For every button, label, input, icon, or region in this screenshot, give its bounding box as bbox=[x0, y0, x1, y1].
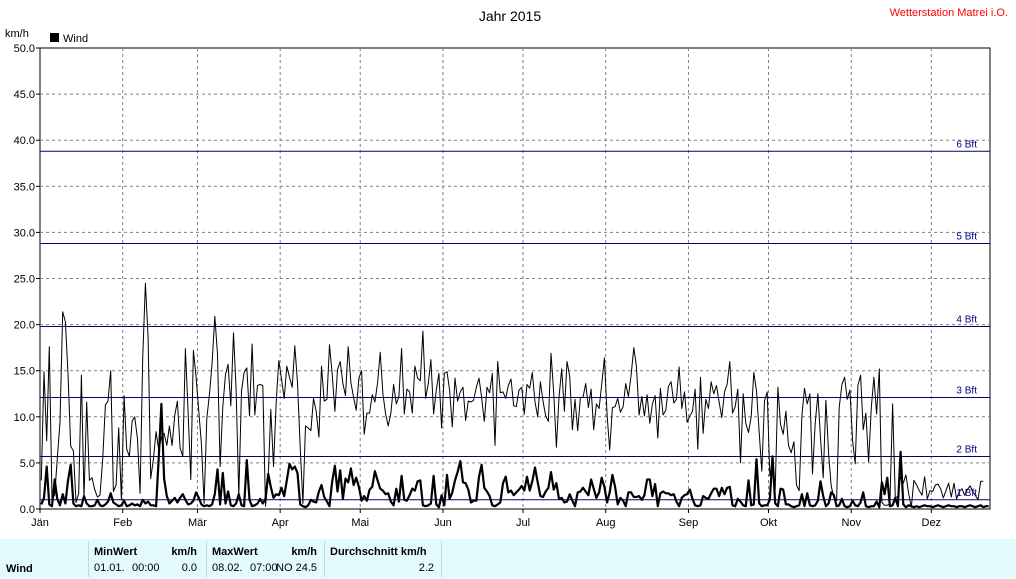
min-value: 0.0 bbox=[181, 562, 197, 574]
y-tick-label: 50.0 bbox=[14, 43, 35, 55]
y-tick-label: 25.0 bbox=[14, 274, 35, 286]
max-direction: NO bbox=[276, 562, 293, 574]
min-header: MinWert bbox=[94, 546, 138, 558]
legend-swatch bbox=[50, 33, 59, 42]
y-tick-label: 20.0 bbox=[14, 320, 35, 332]
series-group bbox=[40, 282, 989, 509]
x-tick-label: Jun bbox=[434, 517, 452, 529]
beaufort-label: 2 Bft bbox=[956, 444, 977, 455]
wind-gust-line bbox=[40, 282, 984, 508]
y-tick-label: 15.0 bbox=[14, 366, 35, 378]
x-tick-label: Mär bbox=[188, 517, 207, 529]
y-tick-label: 35.0 bbox=[14, 181, 35, 193]
max-header: MaxWert bbox=[212, 546, 258, 558]
max-date: 08.02. bbox=[212, 562, 243, 574]
y-tick-label: 10.0 bbox=[14, 412, 35, 424]
x-tick-label: Mai bbox=[351, 517, 369, 529]
y-tick-label: 5.0 bbox=[20, 458, 35, 470]
max-cell: MaxWert km/h 08.02. 07:00 NO 24.5 bbox=[207, 539, 324, 579]
min-unit: km/h bbox=[171, 546, 197, 558]
max-value: 24.5 bbox=[295, 562, 317, 574]
legend-label: Wind bbox=[63, 33, 88, 45]
divider bbox=[88, 541, 89, 577]
summary-row-label: Wind bbox=[6, 563, 33, 575]
min-date: 01.01. bbox=[94, 562, 125, 574]
y-tick-label: 0.0 bbox=[20, 504, 35, 516]
summary-bar: Wind MinWert km/h 01.01. 00:00 0.0 MaxWe… bbox=[0, 539, 1016, 579]
beaufort-lines: 1 Bft 2 Bft 3 Bft 4 Bft 5 Bft 6 Bft bbox=[40, 139, 990, 501]
x-tick-label: Dez bbox=[922, 517, 942, 529]
x-tick-label: Nov bbox=[841, 517, 861, 529]
min-time: 00:00 bbox=[132, 562, 160, 574]
beaufort-label: 1 Bft bbox=[956, 488, 977, 499]
x-axis: Jän Feb Mär Apr Mai Jun Jul Aug Sep Okt Nov Dez bbox=[31, 509, 941, 529]
y-axis: 0.0 5.0 10.0 15.0 20.0 25.0 30.0 35.0 40.0 45.0 50… bbox=[14, 43, 40, 516]
beaufort-label: 4 Bft bbox=[956, 314, 977, 325]
x-tick-label: Feb bbox=[113, 517, 132, 529]
avg-header: Durchschnitt km/h bbox=[330, 546, 427, 558]
y-tick-label: 30.0 bbox=[14, 227, 35, 239]
x-tick-label: Apr bbox=[272, 517, 289, 529]
summary-row-label-cell: Wind bbox=[0, 539, 88, 579]
beaufort-label: 6 Bft bbox=[956, 139, 977, 150]
max-time: 07:00 bbox=[250, 562, 278, 574]
beaufort-label: 5 Bft bbox=[956, 231, 977, 242]
y-tick-label: 45.0 bbox=[14, 89, 35, 101]
wind-mean-line bbox=[40, 402, 989, 509]
legend: Wind bbox=[50, 33, 88, 45]
y-unit-label: km/h bbox=[5, 28, 29, 40]
y-tick-label: 40.0 bbox=[14, 135, 35, 147]
x-tick-label: Sep bbox=[679, 517, 699, 529]
divider bbox=[441, 541, 442, 577]
wind-chart: Jahr 2015 Wetterstation Matrei i.O. km/h… bbox=[5, 7, 1008, 529]
min-cell: MinWert km/h 01.01. 00:00 0.0 bbox=[89, 539, 206, 579]
avg-cell: Durchschnitt km/h 2.2 bbox=[325, 539, 441, 579]
max-unit: km/h bbox=[291, 546, 317, 558]
station-label: Wetterstation Matrei i.O. bbox=[890, 7, 1008, 19]
beaufort-label: 3 Bft bbox=[956, 385, 977, 396]
x-tick-label: Aug bbox=[596, 517, 616, 529]
avg-value: 2.2 bbox=[418, 562, 434, 574]
grid bbox=[40, 48, 990, 509]
divider bbox=[324, 541, 325, 577]
x-tick-label: Jän bbox=[31, 517, 49, 529]
x-tick-label: Jul bbox=[516, 517, 530, 529]
chart-title: Jahr 2015 bbox=[479, 8, 541, 24]
divider bbox=[206, 541, 207, 577]
x-tick-label: Okt bbox=[760, 517, 777, 529]
